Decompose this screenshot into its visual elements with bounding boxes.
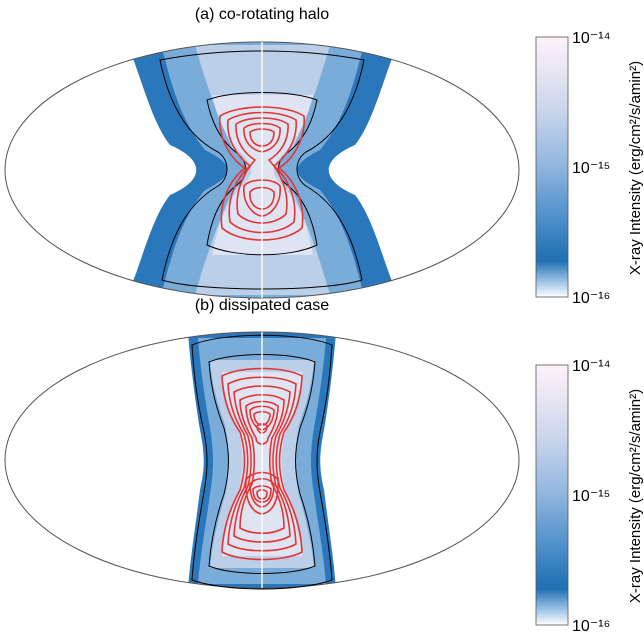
panel-b-colorbar-tick-mid: 10⁻¹⁵: [572, 488, 610, 505]
panel-b-contour-red-1: [221, 367, 303, 561]
panel-a-title: (a) co-rotating halo: [195, 6, 329, 23]
panel-b-title: (b) dissipated case: [195, 297, 329, 314]
panel-b-colorbar: 10⁻¹⁴ 10⁻¹⁵ 10⁻¹⁶ X-ray Intensity (erg/c…: [535, 358, 644, 633]
panel-b: (b) dissipated case 10⁻¹⁴ 10⁻¹⁵: [4, 297, 644, 633]
panel-a-contour-red-3: [235, 117, 289, 224]
panel-b-contour-black-1: [191, 334, 333, 590]
panel-b-contour-red-2: [227, 376, 297, 552]
panel-b-colorbar-label: X-ray Intensity (erg/cm²/s/amin²): [627, 389, 644, 603]
panel-a-contour-red-1: [219, 106, 305, 241]
panel-b-colorbar-tick-bottom: 10⁻¹⁶: [572, 618, 610, 633]
panel-b-colorbar-gradient: [535, 364, 569, 626]
panel-a-contour-black-2: [206, 92, 318, 256]
panel-a-colorbar-tick-mid: 10⁻¹⁵: [572, 160, 610, 177]
panel-b-colorbar-tick-top: 10⁻¹⁴: [572, 358, 611, 375]
panel-a-contour-black-1: [159, 50, 365, 290]
panel-b-contour-black-2: [208, 354, 316, 574]
panel-a-colorbar-label: X-ray Intensity (erg/cm²/s/amin²): [627, 61, 644, 275]
panel-a-colorbar: 10⁻¹⁴ 10⁻¹⁵ 10⁻¹⁶ X-ray Intensity (erg/c…: [535, 30, 644, 307]
panel-b-contour-red-4: [239, 393, 285, 535]
panel-a: (a) co-rotating halo 10⁻¹⁴ 10⁻¹⁵ 10: [4, 6, 644, 307]
panel-a-colorbar-gradient: [535, 36, 569, 298]
panel-a-colorbar-tick-bottom: 10⁻¹⁶: [572, 290, 610, 307]
panel-b-contour-red-3: [233, 385, 291, 543]
panel-a-colorbar-tick-top: 10⁻¹⁴: [572, 30, 611, 47]
